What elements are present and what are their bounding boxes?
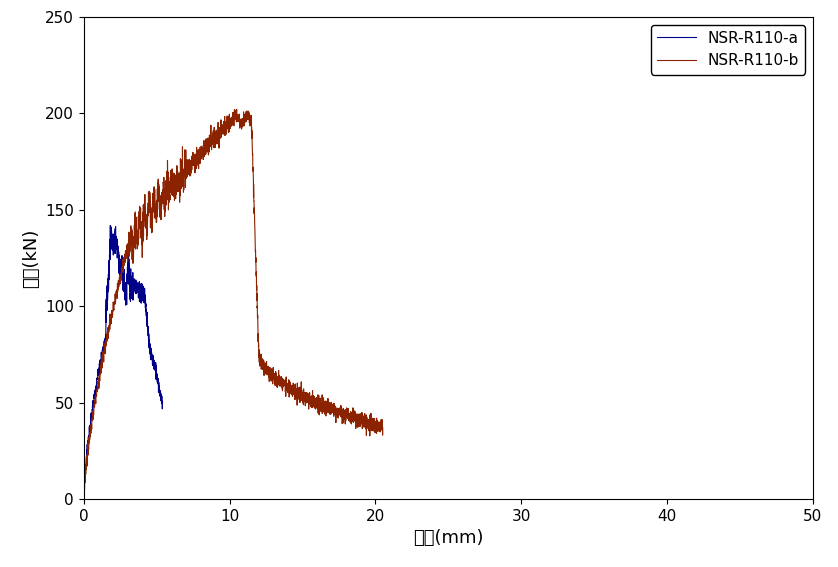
NSR-R110-b bbox=[79, 503, 89, 510]
Y-axis label: 하중(kN): 하중(kN) bbox=[22, 229, 39, 287]
NSR-R110-b bbox=[143, 204, 153, 210]
Line: NSR-R110-a: NSR-R110-a bbox=[84, 226, 163, 494]
NSR-R110-a bbox=[106, 231, 116, 238]
Line: NSR-R110-b: NSR-R110-b bbox=[84, 109, 383, 506]
NSR-R110-b bbox=[220, 129, 230, 136]
NSR-R110-a bbox=[79, 490, 89, 497]
NSR-R110-b bbox=[339, 407, 349, 414]
NSR-R110-b bbox=[335, 407, 345, 414]
NSR-R110-a bbox=[106, 222, 116, 229]
NSR-R110-a bbox=[91, 376, 101, 383]
X-axis label: 변위(mm): 변위(mm) bbox=[413, 529, 484, 547]
NSR-R110-a bbox=[101, 307, 111, 314]
NSR-R110-b bbox=[231, 106, 241, 113]
NSR-R110-a bbox=[127, 284, 137, 291]
Legend: NSR-R110-a, NSR-R110-b: NSR-R110-a, NSR-R110-b bbox=[651, 24, 805, 74]
NSR-R110-a bbox=[131, 290, 141, 297]
NSR-R110-a bbox=[158, 399, 168, 405]
NSR-R110-b bbox=[378, 425, 388, 431]
NSR-R110-b bbox=[289, 381, 299, 388]
NSR-R110-b bbox=[216, 132, 226, 139]
NSR-R110-a bbox=[80, 463, 91, 469]
